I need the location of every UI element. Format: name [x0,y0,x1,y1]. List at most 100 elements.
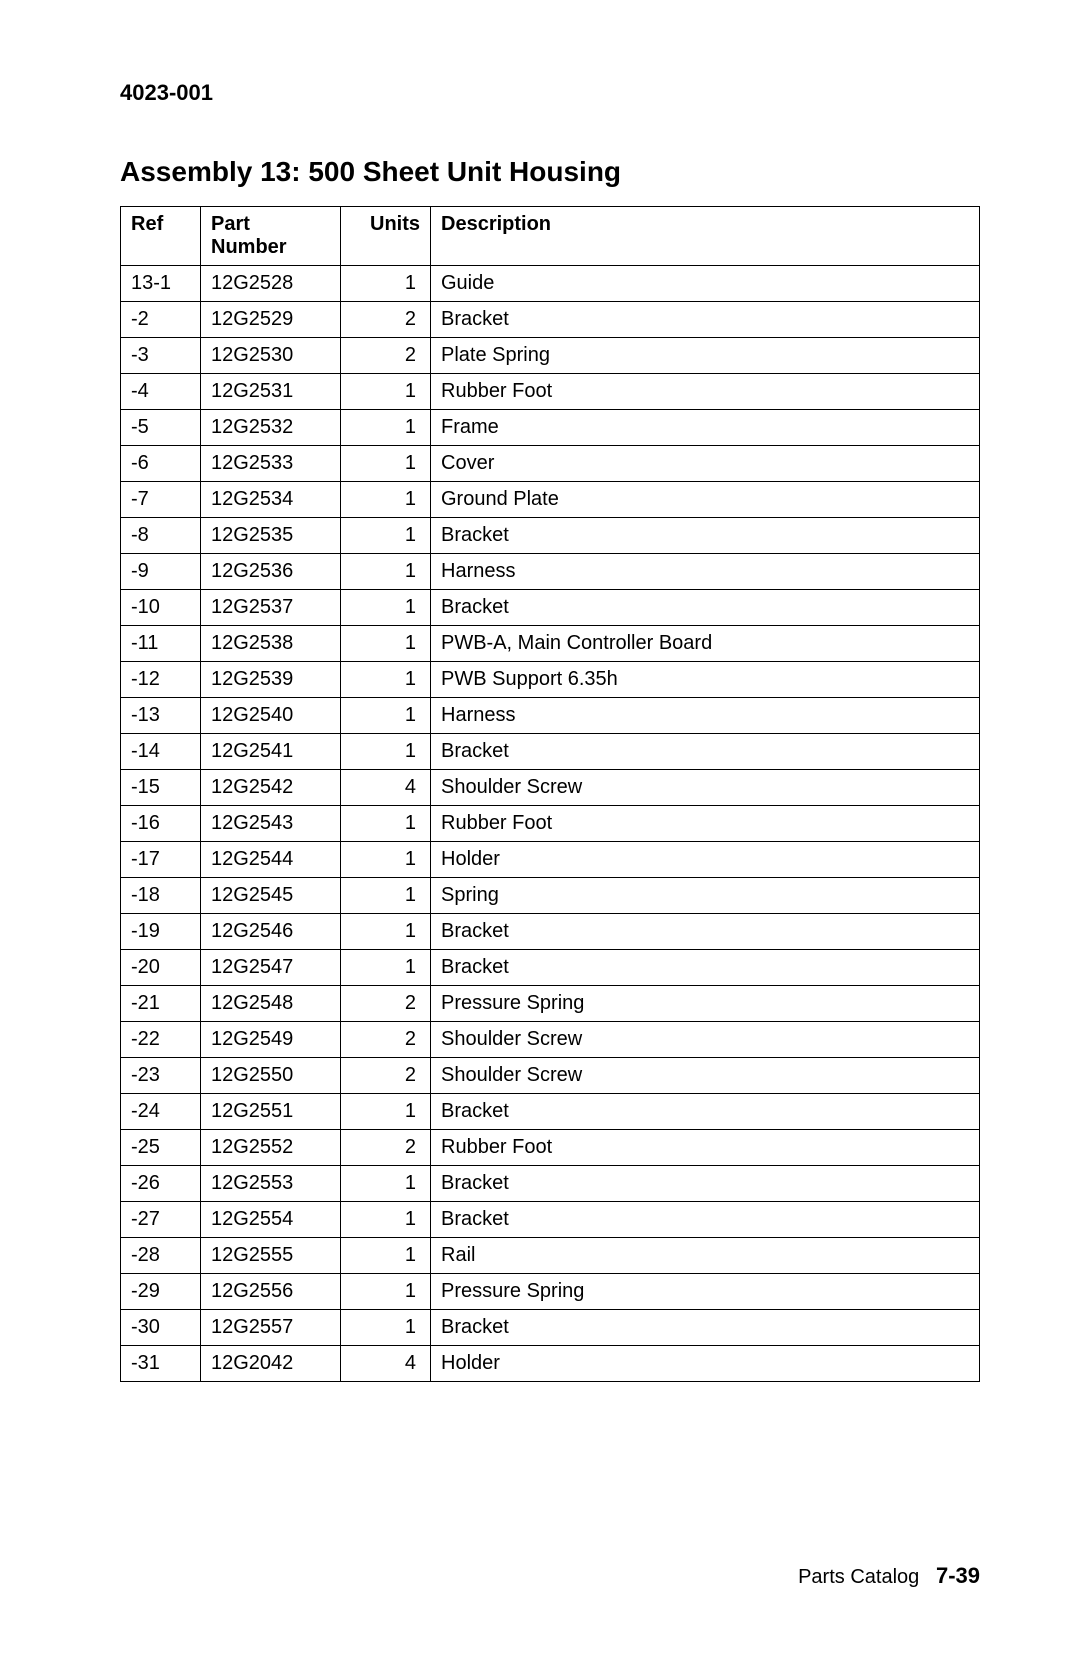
table-row: -612G25331Cover [121,446,980,482]
table-row: -3012G25571Bracket [121,1310,980,1346]
cell-description: Spring [431,878,980,914]
cell-description: Holder [431,842,980,878]
table-header-row: Ref Part Number Units Description [121,207,980,266]
cell-description: Shoulder Screw [431,1058,980,1094]
page-container: 4023-001 Assembly 13: 500 Sheet Unit Hou… [0,0,1080,1669]
cell-units: 1 [341,1094,431,1130]
cell-units: 1 [341,950,431,986]
cell-description: Ground Plate [431,482,980,518]
cell-ref: -21 [121,986,201,1022]
cell-ref: -22 [121,1022,201,1058]
cell-part-number: 12G2539 [201,662,341,698]
cell-units: 2 [341,302,431,338]
cell-description: Pressure Spring [431,986,980,1022]
cell-ref: -6 [121,446,201,482]
cell-ref: -18 [121,878,201,914]
table-row: -2912G25561Pressure Spring [121,1274,980,1310]
table-row: -412G25311Rubber Foot [121,374,980,410]
table-row: -312G25302Plate Spring [121,338,980,374]
cell-ref: -23 [121,1058,201,1094]
cell-part-number: 12G2042 [201,1346,341,1382]
cell-description: PWB Support 6.35h [431,662,980,698]
page-footer: Parts Catalog 7-39 [798,1563,980,1589]
cell-units: 1 [341,590,431,626]
table-row: -2212G25492Shoulder Screw [121,1022,980,1058]
cell-description: Bracket [431,590,980,626]
cell-part-number: 12G2548 [201,986,341,1022]
cell-part-number: 12G2553 [201,1166,341,1202]
cell-description: Rubber Foot [431,1130,980,1166]
cell-description: Pressure Spring [431,1274,980,1310]
cell-description: Bracket [431,1094,980,1130]
cell-part-number: 12G2529 [201,302,341,338]
cell-units: 2 [341,1022,431,1058]
parts-table-body: 13-112G25281Guide-212G25292Bracket-312G2… [121,266,980,1382]
table-row: -712G25341Ground Plate [121,482,980,518]
cell-description: Bracket [431,1166,980,1202]
table-row: -2512G25522Rubber Foot [121,1130,980,1166]
cell-ref: -2 [121,302,201,338]
cell-description: Harness [431,698,980,734]
cell-units: 1 [341,878,431,914]
cell-part-number: 12G2551 [201,1094,341,1130]
cell-ref: -26 [121,1166,201,1202]
table-row: -912G25361Harness [121,554,980,590]
cell-units: 2 [341,986,431,1022]
table-row: -812G25351Bracket [121,518,980,554]
cell-ref: -13 [121,698,201,734]
cell-units: 1 [341,914,431,950]
cell-part-number: 12G2550 [201,1058,341,1094]
cell-part-number: 12G2547 [201,950,341,986]
table-row: -1912G25461Bracket [121,914,980,950]
col-header-units: Units [341,207,431,266]
cell-part-number: 12G2546 [201,914,341,950]
cell-description: Holder [431,1346,980,1382]
table-row: -2612G25531Bracket [121,1166,980,1202]
cell-part-number: 12G2536 [201,554,341,590]
table-row: -2112G25482Pressure Spring [121,986,980,1022]
cell-units: 1 [341,1274,431,1310]
cell-description: Rail [431,1238,980,1274]
footer-page-number: 7-39 [936,1563,980,1588]
cell-ref: -11 [121,626,201,662]
cell-units: 1 [341,446,431,482]
cell-ref: -17 [121,842,201,878]
cell-ref: -16 [121,806,201,842]
table-row: -2012G25471Bracket [121,950,980,986]
table-row: -1712G25441Holder [121,842,980,878]
col-header-description: Description [431,207,980,266]
cell-part-number: 12G2543 [201,806,341,842]
cell-description: Rubber Foot [431,374,980,410]
table-row: -2712G25541Bracket [121,1202,980,1238]
cell-description: Cover [431,446,980,482]
cell-part-number: 12G2541 [201,734,341,770]
cell-part-number: 12G2535 [201,518,341,554]
cell-description: Bracket [431,518,980,554]
cell-ref: -12 [121,662,201,698]
cell-description: Shoulder Screw [431,770,980,806]
cell-part-number: 12G2552 [201,1130,341,1166]
cell-part-number: 12G2544 [201,842,341,878]
cell-part-number: 12G2533 [201,446,341,482]
cell-units: 4 [341,1346,431,1382]
table-row: -1412G25411Bracket [121,734,980,770]
footer-label: Parts Catalog [798,1566,919,1588]
cell-ref: -19 [121,914,201,950]
cell-ref: -10 [121,590,201,626]
table-row: -1112G25381PWB-A, Main Controller Board [121,626,980,662]
cell-ref: -24 [121,1094,201,1130]
document-number: 4023-001 [120,80,980,106]
col-header-part-number: Part Number [201,207,341,266]
cell-units: 2 [341,1130,431,1166]
cell-description: Shoulder Screw [431,1022,980,1058]
table-row: -1012G25371Bracket [121,590,980,626]
cell-description: Bracket [431,914,980,950]
cell-part-number: 12G2538 [201,626,341,662]
table-row: -1512G25424Shoulder Screw [121,770,980,806]
cell-units: 1 [341,662,431,698]
cell-ref: -4 [121,374,201,410]
page-title: Assembly 13: 500 Sheet Unit Housing [120,156,980,188]
cell-ref: 13-1 [121,266,201,302]
table-row: -3112G20424Holder [121,1346,980,1382]
cell-units: 1 [341,1166,431,1202]
